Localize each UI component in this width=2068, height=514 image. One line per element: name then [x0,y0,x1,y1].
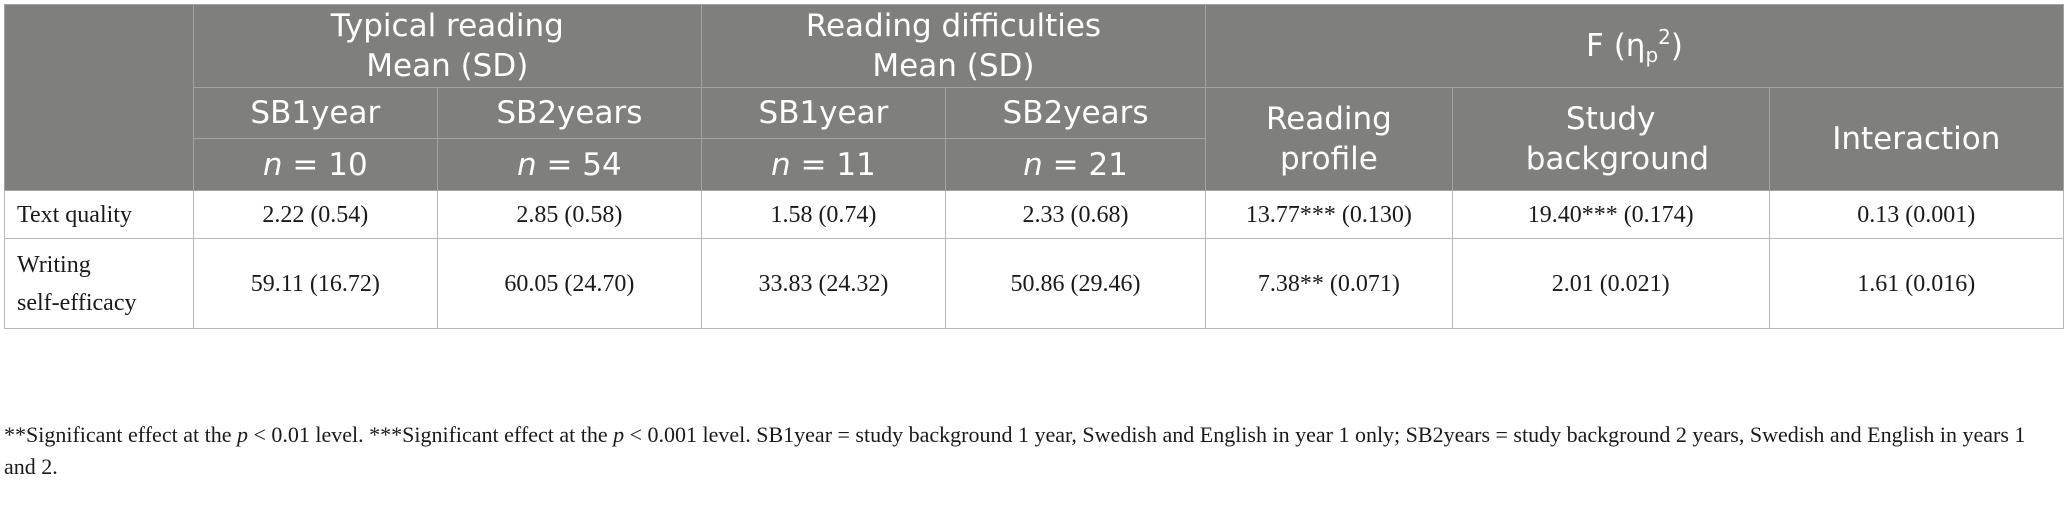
row-label-line: Writing [17,251,91,278]
table-cell: 2.33 (0.68) [945,190,1207,239]
col-diff-sb1: SB1year [700,87,947,139]
table-row: Text quality 2.22 (0.54) 2.85 (0.58) 1.5… [4,190,2065,239]
table-row: Writing self-efficacy 59.11 (16.72) 60.0… [4,238,2065,329]
eta-subscript: p [1645,43,1659,67]
f-header: F (ηp2) [1205,4,2064,88]
row-label-line: self-efficacy [17,289,137,316]
row-label-writing-self-efficacy: Writing self-efficacy [4,238,194,329]
table-cell: 2.01 (0.021) [1451,238,1770,329]
n-value: = 54 [536,146,622,183]
row-label-text-quality: Text quality [4,190,194,239]
n-value: = 10 [282,146,368,183]
col-interaction: Interaction [1768,87,2065,191]
f-close-paren: ) [1670,28,1683,64]
n-diff-sb2: n = 21 [945,138,1207,191]
table-cell: 7.38** (0.071) [1205,238,1453,329]
group-typical-mean-sd: Mean (SD) [366,48,529,84]
study-background-label: Study background [1525,101,1710,177]
col-typical-sb2: SB2years [436,87,702,139]
table-cell: 1.58 (0.74) [700,190,947,239]
col-study-background: Study background [1451,87,1770,191]
n-symbol: n [262,146,283,183]
n-symbol: n [771,146,791,183]
group-difficulties-mean-sd: Mean (SD) [872,48,1035,84]
n-symbol: n [516,146,537,183]
group-header-difficulties: Reading difficulties Mean (SD) [700,4,1207,88]
table-cell: 33.83 (24.32) [700,238,947,329]
n-typical-sb2: n = 54 [436,138,702,191]
stub-header [4,4,194,191]
eta-superscript: 2 [1658,25,1671,49]
n-symbol: n [1023,146,1043,183]
n-diff-sb1: n = 11 [700,138,947,191]
col-reading-profile: Reading profile [1205,87,1453,191]
n-value: = 11 [790,146,876,183]
footnote-text: < 0.01 level. ***Significant effect at t… [247,422,614,447]
reading-profile-label: Reading profile [1265,101,1392,177]
group-difficulties-label: Reading difficulties [805,8,1102,44]
footnote-text: **Significant effect at the [4,422,237,447]
group-typical-label: Typical reading [330,8,564,44]
group-header-typical: Typical reading Mean (SD) [192,4,702,88]
table-cell: 2.85 (0.58) [436,190,702,239]
table-cell: 50.86 (29.46) [945,238,1207,329]
footnote-text: < 0.001 level. SB1year = study backgroun… [4,422,2026,479]
table-cell: 0.13 (0.001) [1768,190,2065,239]
table-cell: 13.77*** (0.130) [1205,190,1453,239]
table-footnote: **Significant effect at the p < 0.01 lev… [4,419,2060,483]
col-diff-sb2: SB2years [945,87,1207,139]
eta-symbol: η [1625,28,1646,64]
results-table: Typical reading Mean (SD) Reading diffic… [4,4,2065,329]
footnote-p-symbol: p [613,422,625,447]
n-typical-sb1: n = 10 [192,138,438,191]
table-cell: 2.22 (0.54) [192,190,438,239]
col-typical-sb1: SB1year [192,87,438,139]
table-cell: 60.05 (24.70) [436,238,702,329]
footnote-p-symbol: p [236,422,248,447]
f-letter: F ( [1586,28,1626,64]
table-cell: 19.40*** (0.174) [1451,190,1770,239]
table-cell: 59.11 (16.72) [192,238,438,329]
n-value: = 21 [1042,146,1128,183]
table-cell: 1.61 (0.016) [1768,238,2065,329]
